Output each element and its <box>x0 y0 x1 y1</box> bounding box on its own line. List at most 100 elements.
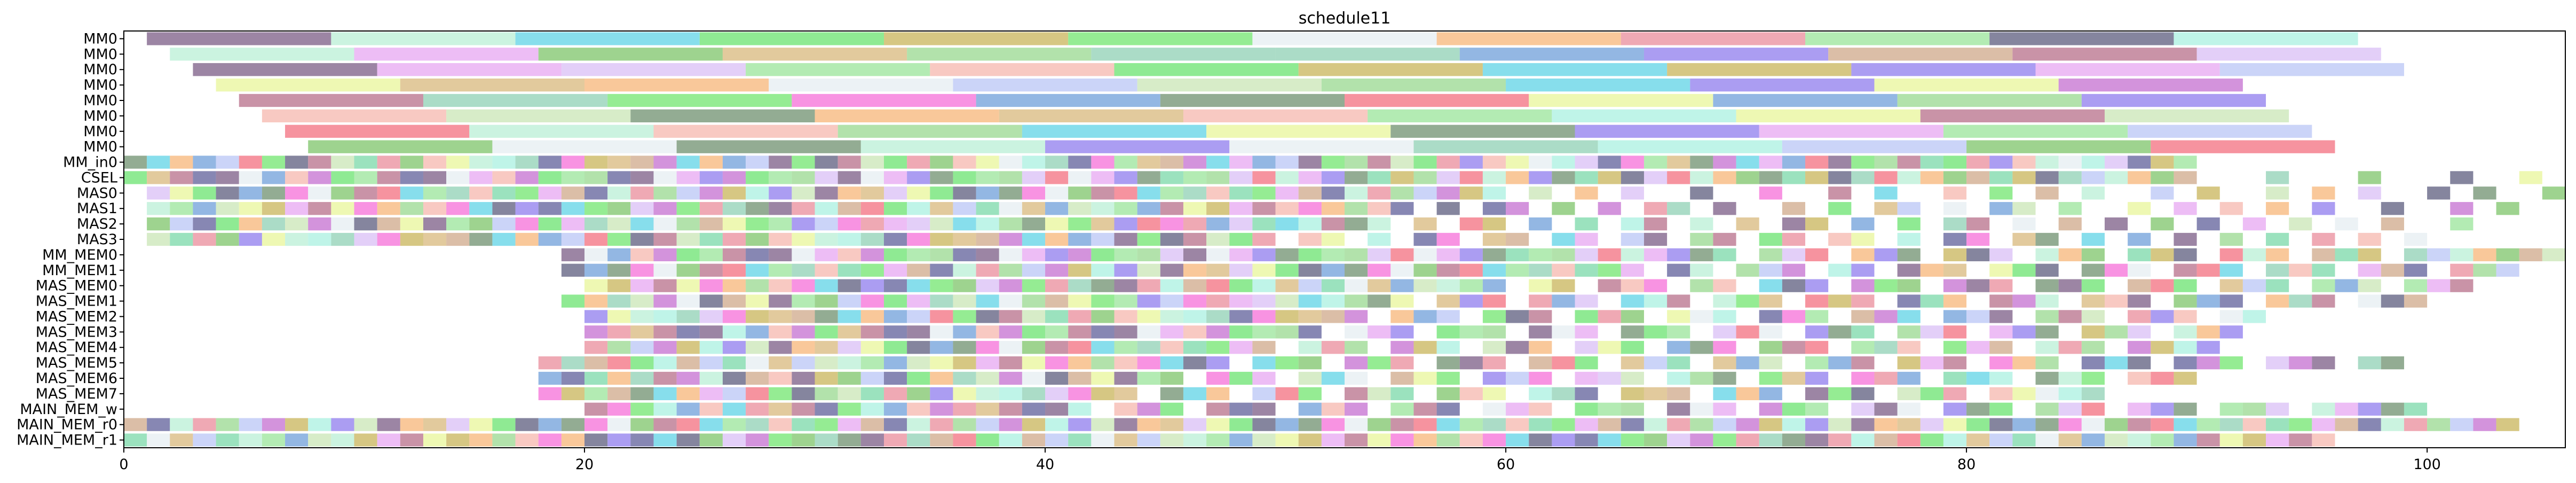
task-block <box>1897 341 1921 354</box>
task-block <box>769 263 792 277</box>
task-block <box>746 387 769 401</box>
task-block <box>1759 356 1782 370</box>
task-block <box>676 279 700 292</box>
task-block <box>1137 310 1160 323</box>
task-block <box>1621 433 1644 447</box>
task-bar <box>1390 124 1575 138</box>
task-block <box>1529 186 1552 200</box>
task-block <box>561 433 585 447</box>
task-block <box>1160 418 1183 431</box>
task-block <box>584 232 608 246</box>
task-block <box>653 294 677 308</box>
task-block <box>1022 263 1046 277</box>
task-block <box>999 433 1022 447</box>
task-block <box>2473 186 2496 200</box>
task-block <box>953 433 976 447</box>
task-block <box>1413 418 1437 431</box>
task-bar <box>1575 124 1759 138</box>
task-block <box>2058 418 2082 431</box>
task-block <box>1529 217 1552 231</box>
task-block <box>1183 325 1207 339</box>
task-block <box>769 217 792 231</box>
task-block <box>1874 279 1898 292</box>
task-bar <box>953 78 1137 92</box>
task-block <box>1920 171 1943 184</box>
row-label: MAS_MEM5 <box>36 355 117 371</box>
task-block <box>746 371 769 385</box>
task-block <box>1229 294 1253 308</box>
task-block <box>2012 263 2036 277</box>
task-block <box>354 217 377 231</box>
task-block <box>953 371 976 385</box>
task-block <box>1552 202 1575 215</box>
task-block <box>1368 418 1391 431</box>
task-block <box>1575 387 1598 401</box>
task-block <box>1091 171 1115 184</box>
task-block <box>423 171 447 184</box>
task-block <box>492 155 516 169</box>
task-bar <box>2012 48 2197 61</box>
task-block <box>1943 356 1967 370</box>
task-block <box>722 387 746 401</box>
task-block <box>930 402 953 416</box>
task-bar <box>331 32 516 45</box>
task-block <box>147 232 170 246</box>
task-block <box>1713 294 1736 308</box>
task-block <box>722 202 746 215</box>
task-block <box>930 171 953 184</box>
task-block <box>147 202 170 215</box>
task-block <box>1713 279 1736 292</box>
task-block <box>331 217 354 231</box>
task-block <box>538 387 562 401</box>
task-block <box>630 217 654 231</box>
task-block <box>584 310 608 323</box>
task-block <box>193 418 216 431</box>
task-block <box>1368 279 1391 292</box>
task-block <box>953 341 976 354</box>
task-block <box>976 356 999 370</box>
task-block <box>837 341 861 354</box>
task-block <box>1874 418 1898 431</box>
task-block <box>1137 341 1160 354</box>
task-block <box>2473 248 2496 262</box>
task-block <box>124 433 147 447</box>
task-block <box>1506 232 1529 246</box>
row-label: MAS_MEM0 <box>36 278 117 294</box>
task-block <box>2035 263 2059 277</box>
task-bar <box>538 48 723 61</box>
task-block <box>2058 248 2082 262</box>
task-block <box>147 433 170 447</box>
task-block <box>1298 155 1322 169</box>
task-block <box>538 186 562 200</box>
task-block <box>2081 402 2105 416</box>
task-block <box>2081 232 2105 246</box>
task-block <box>1252 263 1276 277</box>
task-block <box>1321 402 1345 416</box>
task-block <box>792 279 815 292</box>
task-block <box>630 387 654 401</box>
task-block <box>1114 356 1137 370</box>
task-block <box>1022 371 1046 385</box>
task-bar <box>561 63 746 76</box>
task-block <box>1989 418 2013 431</box>
task-block <box>1436 232 1460 246</box>
task-block <box>2035 248 2059 262</box>
task-block <box>1667 155 1690 169</box>
task-block <box>1667 294 1690 308</box>
task-block <box>1275 433 1299 447</box>
task-block <box>239 202 262 215</box>
task-block <box>999 217 1022 231</box>
task-block <box>1436 155 1460 169</box>
task-block <box>2381 418 2404 431</box>
task-block <box>722 248 746 262</box>
task-block <box>216 155 239 169</box>
task-block <box>1459 433 1483 447</box>
task-block <box>630 310 654 323</box>
task-block <box>1506 371 1529 385</box>
task-block <box>1091 433 1115 447</box>
task-block <box>2174 371 2197 385</box>
task-block <box>630 263 654 277</box>
task-block <box>653 341 677 354</box>
task-block <box>746 263 769 277</box>
task-block <box>308 186 331 200</box>
